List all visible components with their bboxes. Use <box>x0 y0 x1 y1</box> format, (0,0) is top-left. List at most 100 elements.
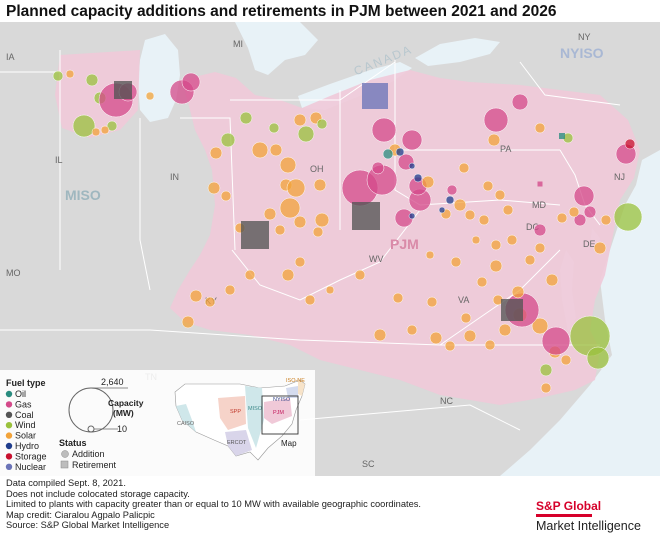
plant-marker-gas <box>181 72 201 92</box>
plant-marker-solar <box>593 241 607 255</box>
brand-line-2: Market Intelligence <box>536 519 641 533</box>
retirement-marker-nuclear <box>362 83 388 109</box>
inset-us-map: CAISO SPP ERCOT MISO PJM NYISO ISO-NE Ma… <box>174 378 306 461</box>
plant-marker-solar <box>263 207 277 221</box>
plant-marker-solar <box>494 189 506 201</box>
plant-marker-wind <box>316 118 328 130</box>
note-map-credit: Map credit: Ciaralou Agpalo Palicpic <box>6 509 155 520</box>
plant-marker-hydro <box>413 173 423 183</box>
plant-marker-solar <box>207 181 221 195</box>
plant-marker-gas <box>483 107 509 133</box>
plant-marker-solar <box>145 91 155 101</box>
plant-marker-wind <box>586 346 610 370</box>
plant-marker-solar <box>406 324 418 336</box>
lake-michigan <box>138 34 180 122</box>
inset-isone <box>298 380 305 396</box>
region-label-pjm: PJM <box>390 236 419 252</box>
plant-marker-solar <box>556 212 568 224</box>
inset-pjm <box>264 398 292 424</box>
plant-marker-solar <box>478 214 490 226</box>
state-label-mo: MO <box>6 268 21 278</box>
fuel-label-storage: Storage <box>15 451 47 461</box>
note-limits: Limited to plants with capacity greater … <box>6 499 421 510</box>
region-label-miso: MISO <box>65 187 101 203</box>
inset-focus-box <box>261 395 299 435</box>
capacity-max-label: 2,640 <box>101 377 124 387</box>
plant-marker-wind <box>297 125 315 143</box>
plant-marker-wind <box>539 363 553 377</box>
plant-marker-solar <box>524 254 536 266</box>
fuel-label-nuclear: Nuclear <box>15 462 46 472</box>
plant-marker-solar <box>293 113 307 127</box>
plant-marker-solar <box>482 180 494 192</box>
legend: Fuel type OilGasCoalWindSolarHydroStorag… <box>0 370 315 476</box>
pjm-map: IA MI IL IN OH PA NJ MO KY WV MD DE DC V… <box>0 22 660 476</box>
plant-marker-solar <box>476 276 488 288</box>
plant-marker-solar <box>100 125 110 135</box>
legend-fuel-title: Fuel type <box>6 378 46 388</box>
state-label-nj: NJ <box>614 172 625 182</box>
plant-marker-solar <box>429 331 443 345</box>
retirement-marker-coal <box>241 221 269 249</box>
plant-marker-solar <box>568 206 580 218</box>
plant-marker-solar <box>304 294 316 306</box>
fuel-label-wind: Wind <box>15 420 36 430</box>
plant-marker-solar <box>279 197 301 219</box>
note-data-compiled: Data compiled Sept. 8, 2021. <box>6 478 126 488</box>
plant-marker-solar <box>421 175 435 189</box>
plant-marker-solar <box>444 340 456 352</box>
plant-marker-solar <box>600 214 612 226</box>
state-label-wv: WV <box>369 254 384 264</box>
plant-marker-wind <box>52 70 64 82</box>
inset-caiso <box>176 404 196 432</box>
plant-marker-hydro <box>438 206 446 214</box>
state-label-ny: NY <box>578 32 591 42</box>
plant-marker-hydro <box>408 162 416 170</box>
inset-label-spp: SPP <box>230 409 241 415</box>
state-label-sc: SC <box>362 459 375 469</box>
status-retirement-label: Retirement <box>72 460 117 470</box>
inset-label-caiso: CAISO <box>177 421 195 427</box>
retirement-marker-coal <box>501 299 523 321</box>
inset-spp <box>218 396 246 430</box>
retirement-marker-coal <box>114 81 132 99</box>
plant-marker-solar <box>489 259 503 273</box>
plant-marker-solar <box>534 242 546 254</box>
inset-map-label: Map <box>281 439 297 448</box>
plant-marker-solar <box>545 273 559 287</box>
fuel-label-oil: Oil <box>15 389 26 399</box>
plant-marker-solar <box>453 198 467 212</box>
lake-ontario <box>415 38 500 66</box>
inset-ercot <box>225 430 252 456</box>
plant-marker-gas <box>533 223 547 237</box>
note-source: Source: S&P Global Market Intelligence <box>6 520 170 531</box>
fuel-swatch-oil <box>5 390 13 398</box>
plant-marker-solar <box>534 122 546 134</box>
plant-marker-solar <box>373 328 387 342</box>
retirement-marker-gas <box>537 181 543 187</box>
plant-markers <box>52 69 643 394</box>
plant-marker-storage <box>624 138 636 150</box>
inset-label-ercot: ERCOT <box>227 440 247 446</box>
fuel-label-coal: Coal <box>15 410 34 420</box>
fuel-swatch-nuclear <box>5 463 13 470</box>
plant-marker-solar <box>281 268 295 282</box>
plant-marker-wind <box>239 111 253 125</box>
retirement-marker-coal <box>352 202 380 230</box>
legend-status-title: Status <box>59 438 87 448</box>
plant-marker-solar <box>244 269 256 281</box>
plant-marker-gas <box>371 117 397 143</box>
plant-marker-solar <box>484 339 496 351</box>
state-label-mi: MI <box>233 39 243 49</box>
plant-marker-solar <box>312 226 324 238</box>
plant-marker-solar <box>325 285 335 295</box>
plant-marker-gas <box>583 205 597 219</box>
inset-label-isone: ISO-NE <box>286 378 305 384</box>
plant-marker-solar <box>274 224 286 236</box>
plant-marker-solar <box>65 69 75 79</box>
retirement-marker-oil <box>559 133 565 139</box>
sp-global-logo: S&P Global Market Intelligence <box>536 499 656 533</box>
plant-marker-solar <box>294 256 306 268</box>
state-label-il: IL <box>55 155 63 165</box>
fuel-swatch-storage <box>5 453 13 460</box>
